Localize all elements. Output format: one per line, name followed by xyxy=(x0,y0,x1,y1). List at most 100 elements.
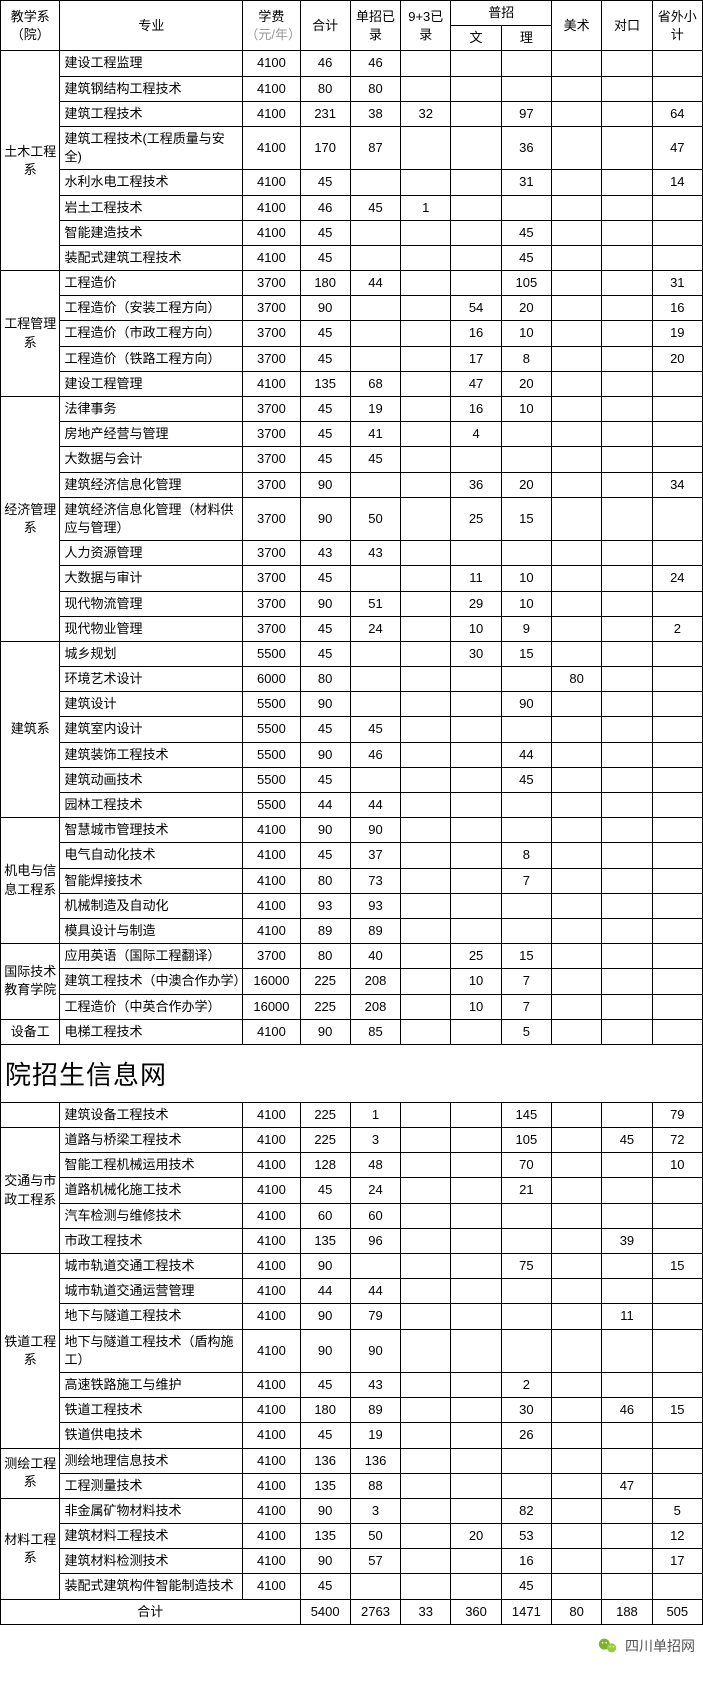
out-cell xyxy=(652,1372,702,1397)
fee-cell: 4100 xyxy=(243,1254,300,1279)
nine3-cell xyxy=(401,893,451,918)
art-cell xyxy=(552,1128,602,1153)
single-cell: 57 xyxy=(350,1549,400,1574)
header-total: 合计 xyxy=(300,1,350,51)
dk-cell xyxy=(602,1423,652,1448)
out-cell: 14 xyxy=(652,170,702,195)
nine3-cell xyxy=(401,918,451,943)
table-row: 建筑动画技术55004545 xyxy=(1,767,703,792)
banner-text: 院招生信息网 xyxy=(0,1045,703,1102)
dk-cell xyxy=(602,1574,652,1599)
table-row: 建筑钢结构工程技术41008080 xyxy=(1,76,703,101)
header-wen: 文 xyxy=(451,26,501,51)
footer: 四川单招网 xyxy=(0,1625,703,1663)
table-row: 交通与市政工程系道路与桥梁工程技术410022531054572 xyxy=(1,1128,703,1153)
out-cell xyxy=(652,868,702,893)
art-cell xyxy=(552,566,602,591)
header-single: 单招已录 xyxy=(350,1,400,51)
header-duikou: 对口 xyxy=(602,1,652,51)
total-cell: 44 xyxy=(300,793,350,818)
dk-cell xyxy=(602,843,652,868)
out-cell xyxy=(652,371,702,396)
art-cell xyxy=(552,1473,602,1498)
li-cell: 82 xyxy=(501,1498,551,1523)
fee-cell: 4100 xyxy=(243,51,300,76)
major-cell: 装配式建筑构件智能制造技术 xyxy=(60,1574,243,1599)
li-cell: 45 xyxy=(501,245,551,270)
nine3-cell: 32 xyxy=(401,101,451,126)
major-cell: 建筑室内设计 xyxy=(60,717,243,742)
li-cell: 20 xyxy=(501,472,551,497)
total-cell: 45 xyxy=(300,170,350,195)
table-header: 教学系（院） 专业 学费 （元/年） 合计 单招已录 9+3已录 普招 美术 对… xyxy=(1,1,703,51)
wen-cell xyxy=(451,692,501,717)
total-art: 80 xyxy=(552,1599,602,1624)
out-cell xyxy=(652,195,702,220)
major-cell: 道路与桥梁工程技术 xyxy=(60,1128,243,1153)
art-cell xyxy=(552,1398,602,1423)
fee-cell: 3700 xyxy=(243,271,300,296)
nine3-cell xyxy=(401,1549,451,1574)
dk-cell xyxy=(602,1524,652,1549)
major-cell: 现代物流管理 xyxy=(60,591,243,616)
out-cell xyxy=(652,641,702,666)
major-cell: 智能建造技术 xyxy=(60,220,243,245)
art-cell xyxy=(552,1203,602,1228)
art-cell xyxy=(552,220,602,245)
li-cell: 15 xyxy=(501,641,551,666)
wen-cell: 17 xyxy=(451,346,501,371)
table-body-part2: 建筑设备工程技术4100225114579交通与市政工程系道路与桥梁工程技术41… xyxy=(1,1102,703,1599)
art-cell xyxy=(552,868,602,893)
nine3-cell xyxy=(401,1372,451,1397)
out-cell xyxy=(652,692,702,717)
nine3-cell xyxy=(401,1574,451,1599)
art-cell xyxy=(552,245,602,270)
wen-cell xyxy=(451,1574,501,1599)
major-cell: 机械制造及自动化 xyxy=(60,893,243,918)
single-cell: 50 xyxy=(350,1524,400,1549)
dk-cell xyxy=(602,893,652,918)
li-cell: 20 xyxy=(501,296,551,321)
art-cell xyxy=(552,1549,602,1574)
out-cell: 20 xyxy=(652,346,702,371)
major-cell: 工程造价（中英合作办学） xyxy=(60,994,243,1019)
art-cell xyxy=(552,296,602,321)
table-row: 工程造价（市政工程方向）370045161019 xyxy=(1,321,703,346)
out-cell: 19 xyxy=(652,321,702,346)
li-cell: 7 xyxy=(501,994,551,1019)
wen-cell: 4 xyxy=(451,422,501,447)
major-cell: 地下与隧道工程技术 xyxy=(60,1304,243,1329)
li-cell xyxy=(501,447,551,472)
art-cell xyxy=(552,616,602,641)
li-cell: 15 xyxy=(501,497,551,540)
dk-cell xyxy=(602,566,652,591)
nine3-cell xyxy=(401,1398,451,1423)
total-cell: 135 xyxy=(300,1473,350,1498)
table-row: 建筑材料工程技术410013550205312 xyxy=(1,1524,703,1549)
out-cell xyxy=(652,422,702,447)
major-cell: 园林工程技术 xyxy=(60,793,243,818)
nine3-cell xyxy=(401,1524,451,1549)
total-cell: 80 xyxy=(300,76,350,101)
major-cell: 装配式建筑工程技术 xyxy=(60,245,243,270)
table-row: 道路机械化施工技术4100452421 xyxy=(1,1178,703,1203)
li-cell: 105 xyxy=(501,271,551,296)
nine3-cell xyxy=(401,692,451,717)
major-cell: 大数据与审计 xyxy=(60,566,243,591)
wen-cell xyxy=(451,818,501,843)
art-cell xyxy=(552,170,602,195)
table-row: 工程测量技术41001358847 xyxy=(1,1473,703,1498)
out-cell xyxy=(652,591,702,616)
fee-cell: 3700 xyxy=(243,472,300,497)
out-cell: 15 xyxy=(652,1254,702,1279)
wen-cell xyxy=(451,667,501,692)
wen-cell xyxy=(451,918,501,943)
li-cell: 145 xyxy=(501,1102,551,1127)
single-cell xyxy=(350,170,400,195)
nine3-cell xyxy=(401,1498,451,1523)
dk-cell xyxy=(602,220,652,245)
table-row: 建筑工程技术410023138329764 xyxy=(1,101,703,126)
table-row: 智能建造技术41004545 xyxy=(1,220,703,245)
table-row: 市政工程技术41001359639 xyxy=(1,1228,703,1253)
out-cell xyxy=(652,893,702,918)
